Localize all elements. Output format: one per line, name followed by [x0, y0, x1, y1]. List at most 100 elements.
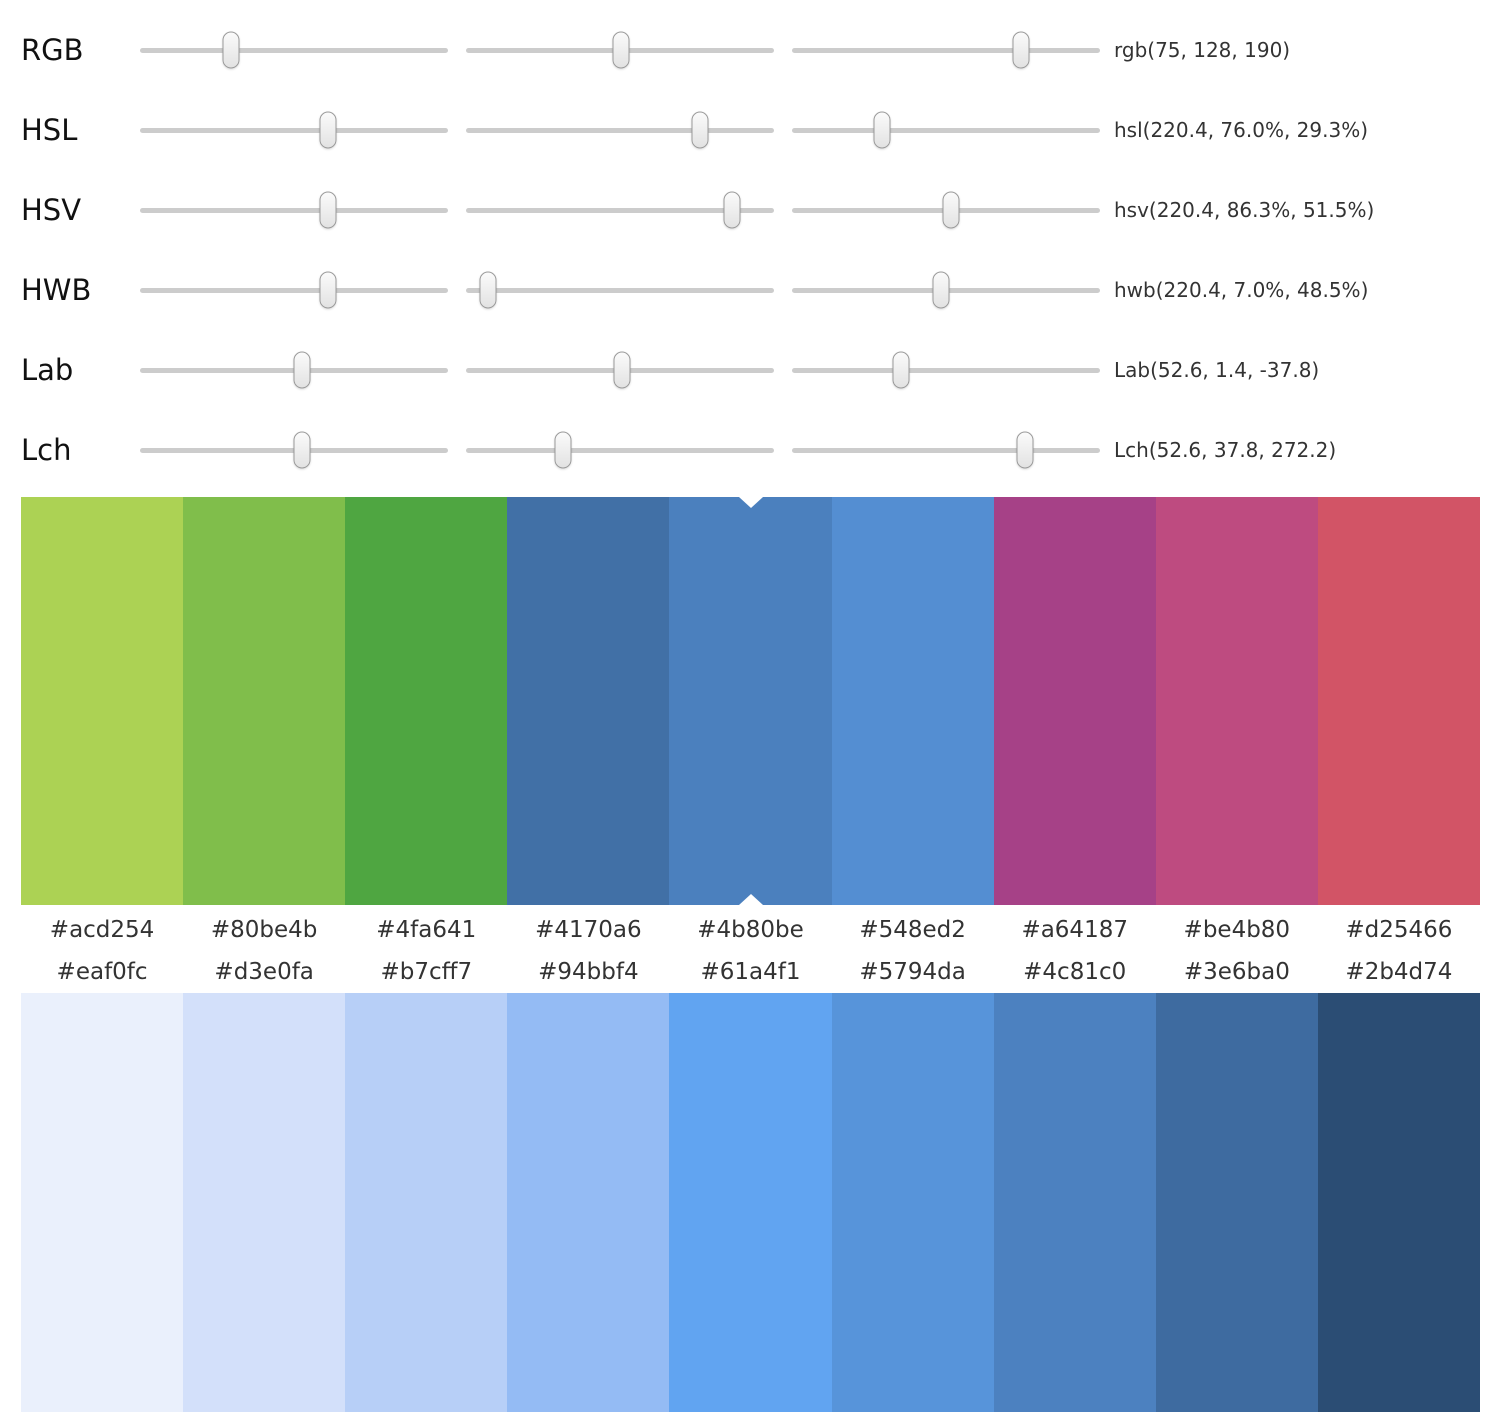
slider-row-lch: Lch Lch(52.6, 37.8, 272.2): [0, 410, 1501, 490]
rgb-tracks: [140, 31, 1100, 69]
palette-swatch[interactable]: [669, 993, 832, 1412]
hsv-tracks: [140, 191, 1100, 229]
slider-thumb-lab-a[interactable]: [613, 351, 631, 389]
palette-swatch[interactable]: [831, 993, 994, 1412]
hex-code-label: #a64187: [1021, 917, 1128, 943]
colorspace-label-hwb: HWB: [21, 273, 92, 307]
palette-swatch[interactable]: [993, 993, 1156, 1412]
palette-swatch[interactable]: [993, 497, 1156, 905]
slider-thumb-lightness[interactable]: [873, 111, 891, 149]
slider-thumb-hsv-hue[interactable]: [319, 191, 337, 229]
color-value-hsl: hsl(220.4, 76.0%, 29.3%): [1114, 118, 1369, 142]
slider-track-hue[interactable]: [140, 111, 448, 149]
hex-code-label: #2b4d74: [1345, 959, 1453, 985]
slider-track-lab-l[interactable]: [140, 351, 448, 389]
slider-track-lch-c[interactable]: [466, 431, 774, 469]
slider-thumb-hue[interactable]: [319, 111, 337, 149]
color-value-lab: Lab(52.6, 1.4, -37.8): [1114, 358, 1320, 382]
slider-thumb-red[interactable]: [222, 31, 240, 69]
colorspace-label-lab: Lab: [21, 353, 74, 387]
hex-code-label: #acd254: [49, 917, 155, 943]
lch-tracks: [140, 431, 1100, 469]
hex-code-label: #b7cff7: [380, 959, 473, 985]
slider-row-hwb: HWB hwb(220.4, 7.0%, 48.5%): [0, 250, 1501, 330]
slider-thumb-saturation[interactable]: [691, 111, 709, 149]
slider-row-hsl: HSL hsl(220.4, 76.0%, 29.3%): [0, 90, 1501, 170]
hex-code-label: #94bbf4: [538, 959, 639, 985]
color-value-hwb: hwb(220.4, 7.0%, 48.5%): [1114, 278, 1369, 302]
slider-panel: RGB rgb(75, 128, 190) HSL hsl(220.4, 76.…: [0, 0, 1501, 490]
shades-hex-labels: #eaf0fc #d3e0fa #b7cff7 #94bbf4 #61a4f1 #5794…: [21, 951, 1480, 993]
slider-thumb-whiteness[interactable]: [479, 271, 497, 309]
slider-track-lch-l[interactable]: [140, 431, 448, 469]
hex-code-label: #eaf0fc: [56, 959, 148, 985]
lab-tracks: [140, 351, 1100, 389]
hex-code-label: #80be4b: [210, 917, 318, 943]
slider-thumb-lch-l[interactable]: [293, 431, 311, 469]
palette-swatch[interactable]: [345, 497, 508, 905]
slider-track-whiteness[interactable]: [466, 271, 774, 309]
palette-swatch[interactable]: [1155, 993, 1318, 1412]
palette-swatch[interactable]: [183, 993, 346, 1412]
hex-code-label: #61a4f1: [700, 959, 801, 985]
slider-thumb-green[interactable]: [612, 31, 630, 69]
colorspace-label-rgb: RGB: [21, 33, 84, 67]
hex-code-label: #548ed2: [859, 917, 966, 943]
color-value-hsv: hsv(220.4, 86.3%, 51.5%): [1114, 198, 1375, 222]
slider-thumb-lch-c[interactable]: [554, 431, 572, 469]
slider-thumb-lab-b[interactable]: [892, 351, 910, 389]
slider-track-hsv-value[interactable]: [792, 191, 1100, 229]
slider-row-hsv: HSV hsv(220.4, 86.3%, 51.5%): [0, 170, 1501, 250]
palette-swatch[interactable]: [507, 993, 670, 1412]
hue-hex-labels: #acd254 #80be4b #4fa641 #4170a6 #4b80be #548e…: [21, 905, 1480, 951]
slider-thumb-lch-h[interactable]: [1016, 431, 1034, 469]
slider-thumb-blue[interactable]: [1012, 31, 1030, 69]
slider-track-lch-h[interactable]: [792, 431, 1100, 469]
slider-track-saturation[interactable]: [466, 111, 774, 149]
palette-swatch[interactable]: [183, 497, 346, 905]
palette-swatch[interactable]: [669, 497, 832, 905]
palette-swatch[interactable]: [1317, 993, 1480, 1412]
hex-code-label: #4b80be: [697, 917, 804, 943]
slider-track-blackness[interactable]: [792, 271, 1100, 309]
palette-swatch[interactable]: [21, 497, 184, 905]
colorspace-label-hsv: HSV: [21, 193, 82, 227]
colorspace-label-lch: Lch: [21, 433, 72, 467]
slider-track-hwb-hue[interactable]: [140, 271, 448, 309]
hwb-tracks: [140, 271, 1100, 309]
color-value-lch: Lch(52.6, 37.8, 272.2): [1114, 438, 1337, 462]
slider-thumb-hsv-saturation[interactable]: [723, 191, 741, 229]
hex-code-label: #4fa641: [376, 917, 477, 943]
slider-track-hsv-hue[interactable]: [140, 191, 448, 229]
slider-row-lab: Lab Lab(52.6, 1.4, -37.8): [0, 330, 1501, 410]
selected-color-notch-top: [738, 497, 763, 508]
palette-swatch[interactable]: [1317, 497, 1480, 905]
slider-track-blue[interactable]: [792, 31, 1100, 69]
slider-track-green[interactable]: [466, 31, 774, 69]
hex-code-label: #d25466: [1345, 917, 1453, 943]
hex-code-label: #5794da: [859, 959, 966, 985]
hex-code-label: #4170a6: [535, 917, 642, 943]
slider-row-rgb: RGB rgb(75, 128, 190): [0, 10, 1501, 90]
slider-track-lab-a[interactable]: [466, 351, 774, 389]
palette-swatch[interactable]: [1155, 497, 1318, 905]
palette-swatch[interactable]: [507, 497, 670, 905]
palette-swatch[interactable]: [345, 993, 508, 1412]
slider-track-lightness[interactable]: [792, 111, 1100, 149]
selected-color-notch-bottom: [738, 894, 763, 905]
slider-thumb-hsv-value[interactable]: [942, 191, 960, 229]
shades-palette-strip: [21, 993, 1480, 1412]
slider-thumb-lab-l[interactable]: [293, 351, 311, 389]
slider-track-hsv-saturation[interactable]: [466, 191, 774, 229]
palette-swatch[interactable]: [831, 497, 994, 905]
hex-code-label: #d3e0fa: [214, 959, 314, 985]
palette-swatch[interactable]: [21, 993, 184, 1412]
hsl-tracks: [140, 111, 1100, 149]
slider-track-lab-b[interactable]: [792, 351, 1100, 389]
slider-track-red[interactable]: [140, 31, 448, 69]
hex-code-label: #3e6ba0: [1183, 959, 1290, 985]
slider-thumb-blackness[interactable]: [932, 271, 950, 309]
slider-thumb-hwb-hue[interactable]: [319, 271, 337, 309]
hue-palette-strip: [21, 497, 1480, 905]
colorspace-label-hsl: HSL: [21, 113, 78, 147]
